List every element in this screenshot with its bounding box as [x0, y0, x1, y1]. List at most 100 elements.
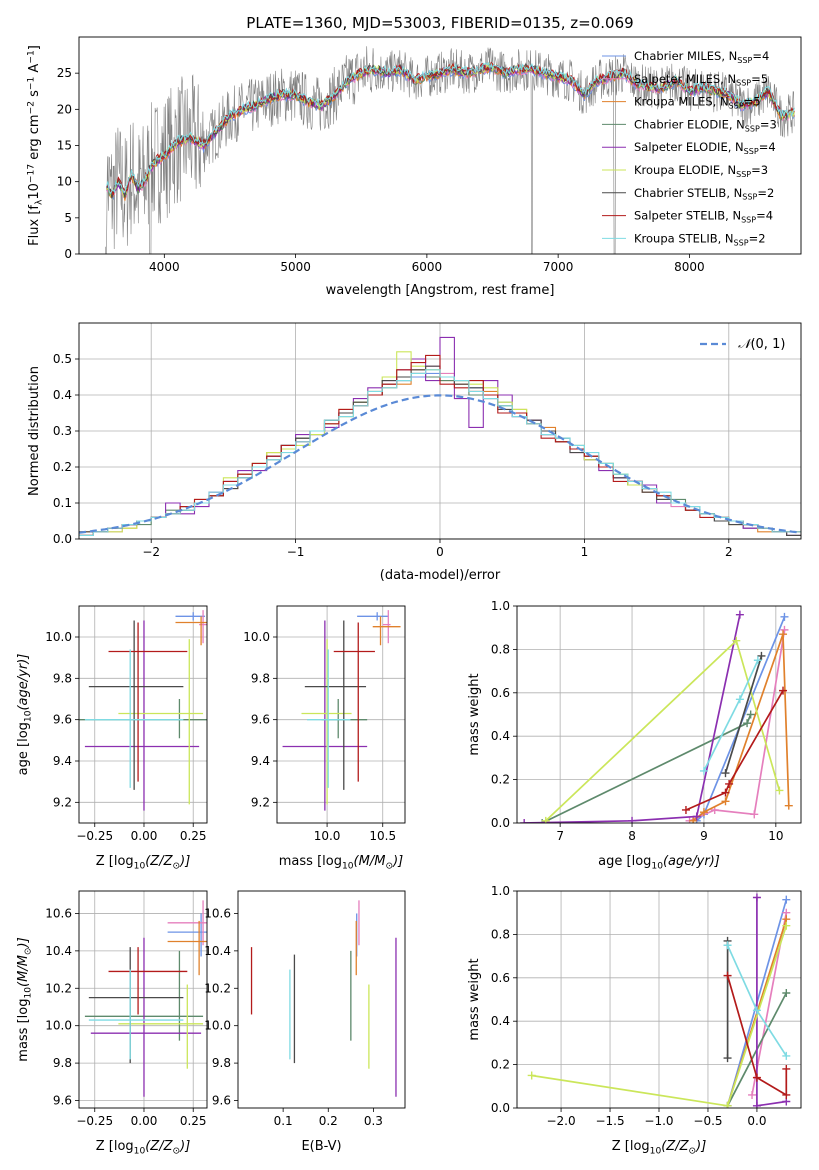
label-part: Kroupa STELIB, N: [634, 231, 734, 245]
plot-area: [79, 891, 207, 1108]
weight-point-salpeter_elodie: [520, 819, 529, 823]
label-part: 10: [27, 183, 42, 200]
weight-point-kroupa_miles: [689, 816, 698, 823]
y-tick-label: 10.0: [204, 1019, 231, 1033]
label-part: 10: [651, 861, 663, 871]
axes-frame: [78, 605, 208, 824]
weight-point-chabrier_stelib: [721, 769, 730, 778]
label-part: )]: [392, 854, 403, 869]
x-tick-label: 0.25: [180, 1114, 207, 1128]
weight-point-salpeter_stelib: [681, 805, 690, 814]
label-part: SSP: [744, 147, 759, 156]
weight-line-salpeter_stelib: [726, 975, 788, 1097]
weight-point-chabrier_stelib: [723, 1054, 732, 1063]
x-tick-label: −0.25: [76, 829, 113, 843]
label-part: )]: [179, 1139, 190, 1154]
x-tick-label: 0: [436, 545, 444, 559]
x-tick-label: 6000: [412, 260, 443, 274]
weight-point-kroupa_stelib: [699, 766, 708, 775]
label-part: erg cm: [27, 114, 42, 163]
label-part: mass [log: [16, 999, 31, 1062]
weight-point-kroupa_stelib: [753, 656, 762, 665]
y-tick-label: 0.1: [53, 496, 72, 510]
label-part: SSP: [736, 79, 751, 88]
weight-point-salpeter_elodie: [628, 816, 637, 823]
weight-point-kroupa_elodie: [732, 636, 741, 645]
y-tick-label: 15: [57, 139, 72, 153]
x-tick-label: 2: [725, 545, 733, 559]
label-part: SSP: [741, 215, 756, 224]
label-part: ⊙: [173, 1146, 181, 1156]
panel-mass-vs-ebv: 0.1 0.2 0.3 9.6 9.8 10.0 10.2 10.4 10.6 E(B-V): [204, 890, 406, 1154]
weight-point-chabrier_miles: [782, 895, 791, 904]
label-part: Z [log: [96, 1139, 134, 1154]
label-part: Chabrier ELODIE, N: [634, 117, 745, 131]
y-tick-label: 9.8: [251, 671, 270, 685]
label-part: SSP: [734, 238, 749, 247]
y-tick-label: 1.0: [491, 884, 510, 898]
label-part: ⊙: [689, 1146, 697, 1156]
y-tick-label: 0: [64, 247, 72, 261]
weight-point-salpeter_stelib: [721, 788, 730, 797]
label-part: =2: [749, 231, 766, 245]
y-axis-label: age [log10(age/yr)]: [16, 654, 33, 776]
panel-mass-vs-z: −0.25 0.00 0.25 9.6 9.8 10.0 10.2 10.4 10.6 Z [lo…: [16, 890, 208, 1156]
weight-point-salpeter_elodie: [735, 610, 744, 619]
x-tick-label: 0.1: [274, 1114, 293, 1128]
label-part: SSP: [742, 193, 757, 202]
label-part: −1: [26, 50, 36, 63]
y-axis-label: mass [log10(M/M⊙)]: [16, 937, 33, 1061]
plot-area: [277, 606, 405, 823]
label-part: Salpeter STELIB, N: [634, 209, 741, 223]
weight-point-kroupa_elodie: [541, 816, 550, 823]
x-tick-label: 1: [581, 545, 589, 559]
chart-title: PLATE=1360, MJD=53003, FIBERID=0135, z=0…: [246, 14, 633, 32]
y-tick-label: 0.8: [491, 642, 510, 656]
y-tick-label: 9.2: [251, 795, 270, 809]
weight-point-salpeter_elodie: [692, 812, 701, 821]
y-tick-label: 0.6: [491, 971, 510, 985]
x-tick-label: 0.00: [131, 1114, 158, 1128]
y-tick-label: 0.5: [53, 352, 72, 366]
label-part: SSP: [737, 56, 752, 65]
weight-line-salpeter_elodie: [524, 614, 741, 823]
weight-point-kroupa_elodie: [527, 1071, 536, 1080]
label-part: Kroupa ELODIE, N: [634, 163, 736, 177]
x-tick-label: 8: [628, 829, 636, 843]
label-part: ⊙: [385, 861, 393, 871]
x-tick-label: 5000: [280, 260, 311, 274]
y-axis-label: mass weight: [467, 958, 482, 1040]
x-tick-label: 0.3: [364, 1114, 383, 1128]
weight-line-chabrier_elodie: [541, 714, 752, 823]
label-part: −1: [26, 77, 36, 90]
y-tick-label: 9.4: [53, 754, 72, 768]
plot-area: [517, 606, 801, 823]
label-part: A: [27, 64, 42, 77]
plot-area: [250, 900, 397, 1097]
x-tick-label: −0.5: [693, 1114, 722, 1128]
y-tick-label: 10.0: [45, 1019, 72, 1033]
weight-point-salpeter_stelib: [752, 1073, 761, 1082]
legend-label: Salpeter ELODIE, NSSP=4: [634, 140, 776, 156]
weight-point-kroupa_elodie: [775, 786, 784, 795]
y-tick-label: 0.2: [491, 773, 510, 787]
x-tick-label: −1: [287, 545, 305, 559]
y-tick-label: 9.4: [251, 754, 270, 768]
x-tick-label: 0.25: [180, 829, 207, 843]
label-part: ⊙: [173, 861, 181, 871]
y-tick-label: 9.2: [53, 795, 72, 809]
x-axis-label: age [log10(age/yr)]: [598, 854, 720, 871]
weight-point-salpeter_stelib: [782, 1090, 791, 1099]
y-tick-label: 1.0: [491, 599, 510, 613]
label-part: 10: [650, 1146, 662, 1156]
label-part: 10: [342, 861, 354, 871]
plot-area: [517, 891, 801, 1108]
x-tick-label: −1.5: [595, 1114, 624, 1128]
label-part: −17: [26, 164, 36, 183]
legend-label: Chabrier STELIB, NSSP=2: [634, 186, 774, 202]
label-part: Flux [f: [27, 205, 42, 246]
weight-point-chabrier_elodie: [782, 988, 791, 997]
y-tick-label: 0.2: [491, 1058, 510, 1072]
label-part: =3: [760, 117, 777, 131]
